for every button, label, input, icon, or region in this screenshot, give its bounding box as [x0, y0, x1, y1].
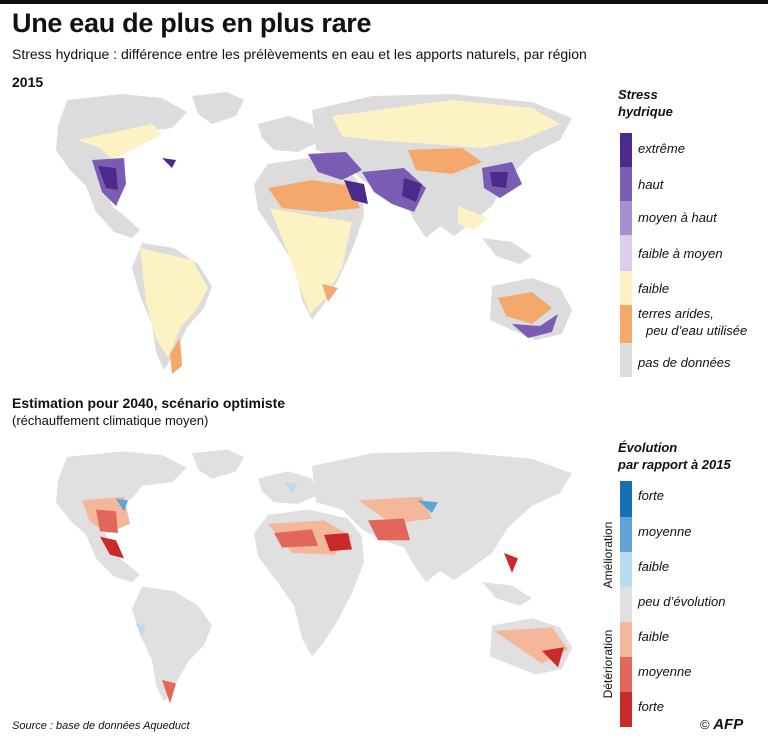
deterioration-high-areas — [100, 533, 564, 668]
legend-swatch-improve-strong — [620, 481, 632, 517]
map-2040-title: Estimation pour 2040, scénario optimiste — [12, 395, 286, 411]
page-subtitle: Stress hydrique : différence entre les p… — [12, 46, 587, 62]
legend-swatch-improve-medium — [620, 517, 632, 552]
legend-label-high: haut — [638, 177, 664, 192]
source-note: Source : base de données Aqueduct — [12, 720, 190, 732]
afp-logo: AFP — [713, 716, 744, 733]
map-2015-label: 2015 — [12, 74, 44, 90]
group-label-deterioration: Détérioration — [601, 629, 615, 699]
land-little-change — [56, 449, 572, 702]
legend-label-arid-2: peu d’eau utilisée — [646, 323, 748, 338]
legend-swatch-low-medium — [620, 235, 632, 271]
legend-swatch-extreme — [620, 133, 632, 167]
copyright-symbol: © — [700, 717, 710, 732]
legend-stress-title-2: hydrique — [618, 104, 673, 119]
stress-faible-areas — [78, 100, 560, 358]
improvement-areas — [116, 482, 438, 639]
legend-label-low: faible — [638, 281, 670, 296]
legend-change-title-2: par rapport à 2015 — [618, 457, 731, 472]
legend-swatch-worse-strong — [620, 692, 632, 727]
legend-swatch-high — [620, 167, 632, 201]
legend-swatch-medium-high — [620, 201, 632, 235]
legend-swatch-little-change — [620, 587, 632, 622]
afp-credit: © AFP — [700, 716, 743, 733]
legend-label-arid-1: terres arides, — [638, 306, 714, 321]
legend-swatch-worse-low — [620, 622, 632, 657]
stress-extreme-areas — [98, 158, 508, 204]
top-rule — [0, 0, 768, 4]
world-map-2015 — [56, 92, 572, 374]
legend-swatch-arid — [620, 305, 632, 343]
legend-label-improve-low: faible — [638, 559, 670, 574]
legend-stress-title-1: Stress — [618, 87, 658, 102]
legend-swatch-nodata — [620, 343, 632, 377]
world-map-2040 — [56, 449, 572, 704]
legend-label-worse-low: faible — [638, 629, 670, 644]
stress-arid-areas — [170, 148, 552, 374]
legend-label-little-change: peu d’évolution — [638, 594, 726, 609]
legend-label-nodata: pas de données — [638, 355, 731, 370]
legend-change-title-1: Évolution — [618, 440, 678, 455]
legend-swatch-low — [620, 271, 632, 305]
legend-label-improve-medium: moyenne — [638, 524, 692, 539]
legend-swatch-improve-low — [620, 552, 632, 587]
legend-swatch-worse-medium — [620, 657, 632, 692]
legend-label-worse-strong: forte — [638, 699, 665, 714]
legend-label-improve-strong: forte — [638, 488, 665, 503]
map-2040-subtitle: (réchauffement climatique moyen) — [12, 413, 209, 428]
legend-label-worse-medium: moyenne — [638, 664, 692, 679]
legend-label-low-medium: faible à moyen — [638, 246, 723, 261]
legend-label-medium-high: moyen à haut — [638, 210, 717, 225]
page-title: Une eau de plus en plus rare — [12, 8, 372, 38]
group-label-improvement: Amélioration — [601, 521, 615, 589]
deterioration-medium-areas — [96, 509, 410, 704]
legend-label-extreme: extrême — [638, 141, 685, 156]
